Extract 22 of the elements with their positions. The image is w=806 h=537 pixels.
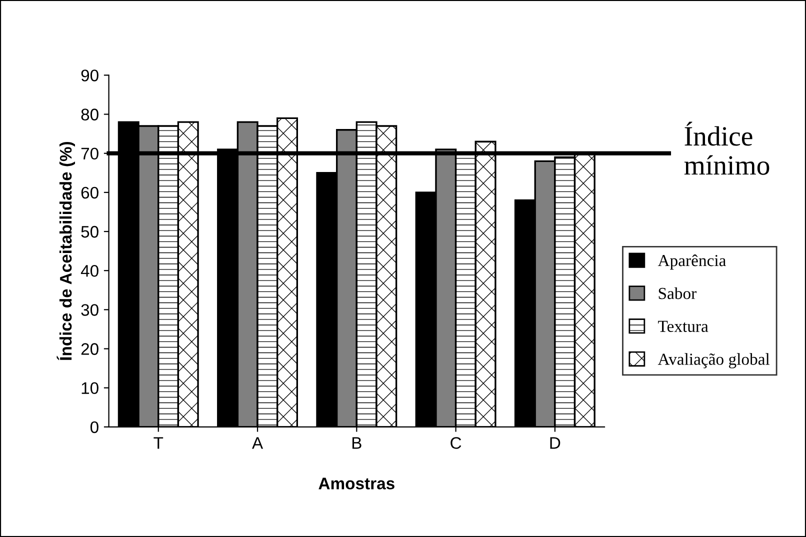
y-tick-label: 90 [81,70,98,82]
y-tick-label: 20 [81,343,98,355]
x-tick-label: T [154,437,164,449]
y-tick-label: 10 [82,382,98,394]
x-tick-label: D [550,437,560,449]
x-tick-label: A [252,437,264,449]
y-tick-label: 0 [90,421,98,434]
ref-line-label: Índice mínimo [684,122,770,175]
y-axis-title: Índice de Aceitabilidade (%) [56,142,75,360]
x-tick-label: B [352,437,362,449]
legend-label: Aparência [658,254,726,270]
y-tick-label: 60 [81,186,98,199]
y-tick-label: 50 [81,226,98,238]
legend-label: Textura [658,320,708,332]
legend-label: Avaliação global [658,353,770,368]
x-tick-label: C [450,437,462,449]
y-tick-label: 40 [80,264,98,277]
y-tick-label: 30 [81,304,98,316]
x-axis-title: Amostras [318,478,394,490]
legend-label: Sabor [658,287,696,300]
y-tick-label: 70 [81,148,98,160]
y-tick-label: 80 [81,108,98,120]
